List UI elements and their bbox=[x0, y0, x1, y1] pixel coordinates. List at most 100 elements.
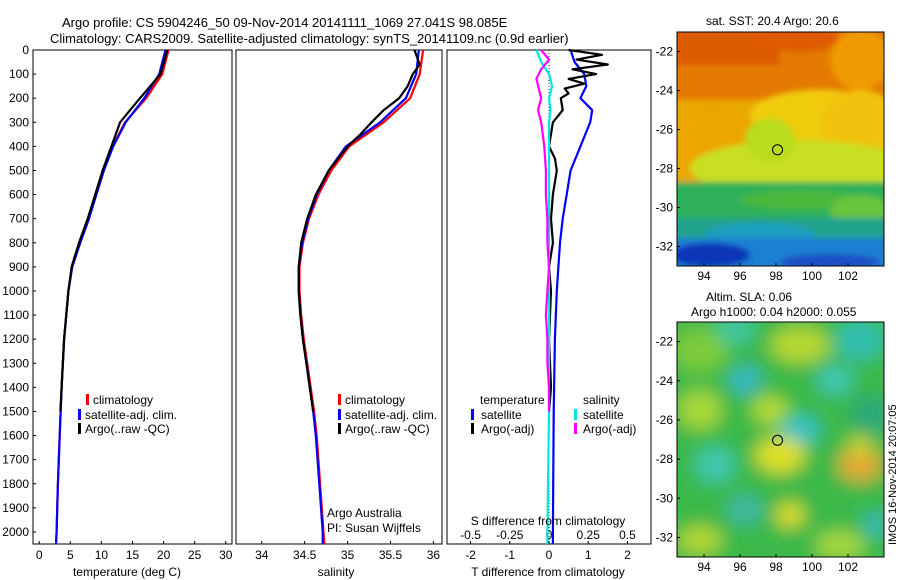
pi-line: PI: Susan Wijffels bbox=[327, 521, 421, 535]
depth-tick-label: 500 bbox=[9, 163, 29, 177]
legend-swatch-s-argo bbox=[574, 423, 577, 434]
legend-title-temperature: temperature bbox=[480, 393, 545, 407]
depth-tick-label: 200 bbox=[9, 91, 29, 105]
depth-tick-label: 1200 bbox=[2, 332, 29, 346]
x-tick-label: 10 bbox=[95, 548, 109, 562]
lon-tick-label: 102 bbox=[838, 269, 858, 283]
depth-tick-label: 1600 bbox=[2, 429, 29, 443]
sla-map-axes bbox=[676, 321, 885, 558]
series-line-argo bbox=[297, 49, 421, 412]
lon-tick-label: 102 bbox=[838, 560, 858, 574]
depth-tick-labels: 0 100 200 300 400 500 600 700 800 900 1000 1100 1200… bbox=[2, 43, 36, 539]
legend-swatch-t-argo bbox=[471, 423, 474, 434]
x-tick-label: -1 bbox=[504, 548, 515, 562]
legend-climatology: climatology bbox=[345, 393, 405, 407]
sst-map-title: sat. SST: 20.4 Argo: 20.6 bbox=[706, 14, 839, 28]
lat-tick-label: -28 bbox=[656, 162, 674, 176]
x-tick-label: 1 bbox=[585, 548, 592, 562]
series-line-argo bbox=[59, 49, 169, 412]
series-line-climatology bbox=[54, 49, 170, 545]
depth-tick-label: 0 bbox=[22, 43, 29, 57]
lat-tick-label: -32 bbox=[656, 240, 674, 254]
header-line-2: Climatology: CARS2009. Satellite-adjuste… bbox=[50, 31, 569, 46]
s-tick-label: 0 bbox=[546, 528, 553, 542]
series-line-s-argo bbox=[535, 49, 551, 412]
lon-tick-label: 100 bbox=[802, 560, 822, 574]
x-tick-label: 0 bbox=[546, 548, 553, 562]
t-difference-label: T difference from climatology bbox=[471, 565, 625, 579]
legend-argo: Argo(..raw -QC) bbox=[345, 422, 430, 436]
lat-tick-label: -30 bbox=[656, 491, 674, 505]
legend-t-argo: Argo(-adj) bbox=[481, 422, 534, 436]
salinity-profiles bbox=[297, 49, 425, 545]
s-tick-label: -0.25 bbox=[496, 528, 524, 542]
institution-line: Argo Australia bbox=[327, 506, 402, 520]
depth-tick-label: 1400 bbox=[2, 380, 29, 394]
legend-satellite: satellite-adj. clim. bbox=[85, 408, 177, 422]
temperature-xlabel: temperature (deg C) bbox=[73, 565, 181, 579]
legend-swatch-argo bbox=[78, 423, 81, 434]
temperature-tick-labels: 0 5 10 15 20 25 30 bbox=[36, 541, 233, 562]
depth-tick-label: 700 bbox=[9, 212, 29, 226]
x-tick-label: 30 bbox=[219, 548, 233, 562]
depth-tick-label: 1000 bbox=[2, 284, 29, 298]
lat-tick-label: -26 bbox=[656, 123, 674, 137]
depth-tick-label: 1700 bbox=[2, 453, 29, 467]
depth-tick-label: 1800 bbox=[2, 477, 29, 491]
sla-map-panel: Altim. SLA: 0.06 Argo h1000: 0.04 h2000:… bbox=[656, 290, 885, 574]
difference-profiles bbox=[535, 48, 609, 544]
depth-tick-label: 1500 bbox=[2, 404, 29, 418]
s-tick-label: 0.5 bbox=[619, 528, 636, 542]
depth-tick-label: 800 bbox=[9, 236, 29, 250]
legend-swatch-satellite bbox=[78, 409, 81, 420]
depth-tick-label: 1300 bbox=[2, 356, 29, 370]
legend-swatch-satellite bbox=[338, 409, 341, 420]
depth-tick-label: 400 bbox=[9, 139, 29, 153]
s-tick-label: 0.25 bbox=[577, 528, 601, 542]
legend-swatch-argo bbox=[338, 423, 341, 434]
temperature-profiles bbox=[54, 49, 170, 545]
lat-tick-label: -30 bbox=[656, 201, 674, 215]
x-tick-label: 20 bbox=[157, 548, 171, 562]
legend-climatology: climatology bbox=[93, 393, 153, 407]
s-tick-label: -0.5 bbox=[460, 528, 481, 542]
x-tick-label: 36 bbox=[427, 548, 441, 562]
lon-tick-label: 96 bbox=[733, 560, 747, 574]
x-tick-label: 34 bbox=[255, 548, 269, 562]
depth-tick-label: 300 bbox=[9, 115, 29, 129]
argo-position-marker bbox=[772, 144, 784, 156]
x-tick-label: 34.5 bbox=[293, 548, 317, 562]
x-tick-label: 25 bbox=[188, 548, 202, 562]
depth-tick-label: 1100 bbox=[3, 308, 29, 322]
series-line-t-satellite bbox=[551, 49, 594, 544]
salinity-legend: climatology satellite-adj. clim. Argo(..… bbox=[338, 393, 437, 436]
x-tick-label: 15 bbox=[126, 548, 140, 562]
legend-satellite: satellite-adj. clim. bbox=[345, 408, 437, 422]
x-tick-label: 35 bbox=[341, 548, 355, 562]
series-line-s-satellite bbox=[535, 49, 554, 544]
lat-tick-label: -32 bbox=[656, 530, 674, 544]
sst-map-panel: sat. SST: 20.4 Argo: 20.6 bbox=[656, 14, 885, 284]
x-tick-label: 5 bbox=[67, 548, 74, 562]
series-line-satellite-adj-clim- bbox=[297, 49, 420, 544]
sla-heatmap bbox=[677, 322, 884, 557]
legend-swatch-t-satellite bbox=[471, 409, 474, 420]
lon-tick-label: 98 bbox=[769, 269, 783, 283]
lon-tick-label: 100 bbox=[802, 269, 822, 283]
difference-panel: -2 -1 0 1 2 -0.5 -0.25 0 0.25 0.5 S difference f… bbox=[446, 48, 652, 579]
temperature-panel: 0100200300400500600700800900100011001200… bbox=[2, 43, 232, 579]
series-line-t-argo bbox=[547, 48, 609, 412]
depth-tick-label: 600 bbox=[9, 188, 29, 202]
legend-argo: Argo(..raw -QC) bbox=[85, 422, 170, 436]
lat-tick-label: -22 bbox=[656, 45, 674, 59]
difference-legend: temperature salinity satellite Argo(-adj… bbox=[471, 393, 636, 436]
legend-swatch-climatology bbox=[86, 394, 89, 405]
legend-swatch-s-satellite bbox=[574, 409, 577, 420]
depth-tick-label: 2000 bbox=[2, 525, 29, 539]
lon-tick-label: 98 bbox=[769, 560, 783, 574]
x-tick-label: 35.5 bbox=[379, 548, 403, 562]
legend-s-argo: Argo(-adj) bbox=[583, 422, 636, 436]
sst-map-tick-labels: 94 96 98 100 102 -22 -24 -26 -28 -30 -32 bbox=[656, 45, 859, 284]
temperature-axes bbox=[32, 49, 233, 545]
